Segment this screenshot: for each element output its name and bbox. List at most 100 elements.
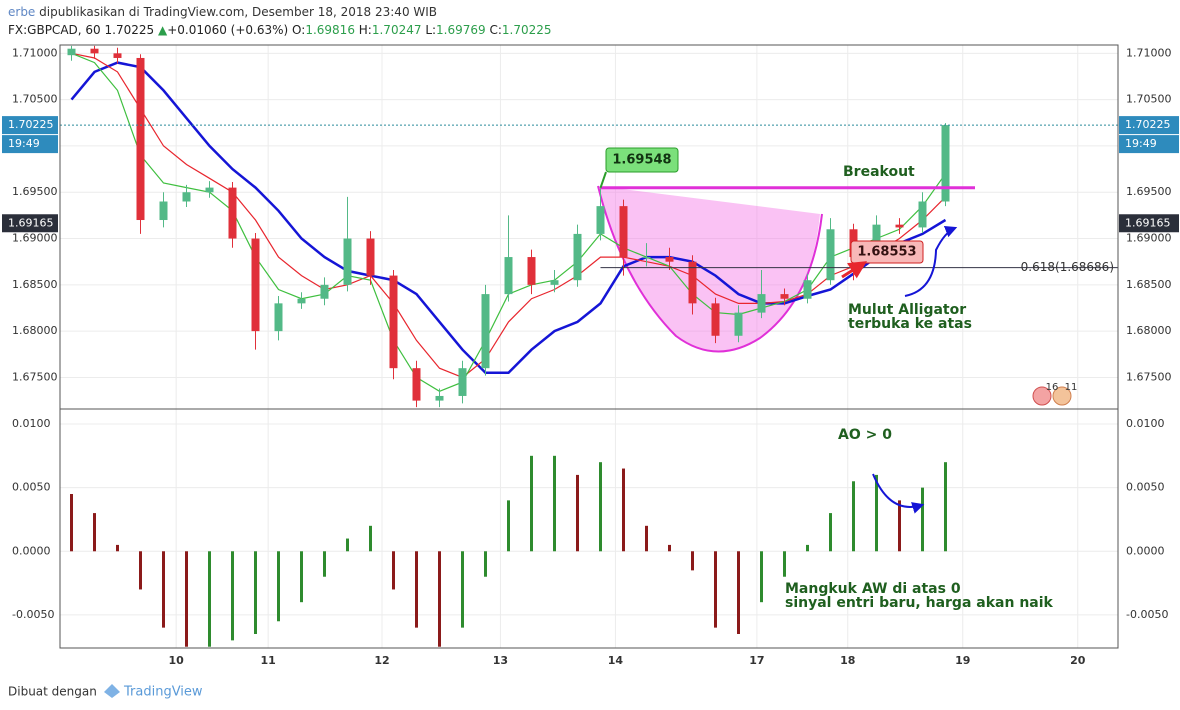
- ao-bar: [346, 538, 349, 552]
- alligator-note: terbuka ke atas: [848, 316, 972, 332]
- countdown-badge: [2, 135, 58, 154]
- x-tick-label: 11: [260, 654, 275, 667]
- candle-body: [228, 187, 237, 239]
- candle-body: [113, 53, 122, 58]
- ao-bar: [737, 551, 740, 634]
- y-tick-label: 1.69000: [12, 232, 58, 245]
- crosshair-badge: [2, 214, 58, 233]
- ohlc-line: FX:GBPCAD, 60 1.70225 ▲+0.01060 (+0.63%)…: [8, 23, 552, 37]
- candle-body: [642, 257, 651, 259]
- y-tick-label: 1.69500: [1126, 185, 1172, 198]
- x-tick-label: 17: [749, 654, 764, 667]
- last: 1.70225: [104, 23, 155, 37]
- ao-bar: [323, 551, 326, 577]
- high-marker-box: [605, 147, 679, 173]
- candle-body: [596, 206, 605, 234]
- author: erbe: [8, 5, 36, 19]
- ao-bar: [783, 551, 786, 577]
- ao-bar: [438, 551, 441, 647]
- low-marker-label: 1.68553: [857, 245, 916, 260]
- candle-body: [803, 280, 812, 299]
- y-tick-label: 0.0000: [1126, 544, 1165, 557]
- candle-body: [504, 257, 513, 295]
- ao-bar: [875, 474, 878, 552]
- ao-arrow: [872, 473, 925, 514]
- candle-body: [619, 206, 628, 258]
- ao-bar: [852, 481, 855, 552]
- y-tick-label: 0.0000: [12, 544, 51, 557]
- candle-body: [527, 257, 536, 285]
- ao-bar: [553, 455, 556, 552]
- x-tick-label: 20: [1070, 654, 1086, 667]
- c-label: C:: [489, 23, 502, 37]
- y-tick-label: 1.68500: [12, 278, 58, 291]
- candle-body: [159, 201, 168, 221]
- alligator-line: [71, 52, 946, 379]
- countdown-badge: [1119, 135, 1179, 154]
- ao-bar: [530, 455, 533, 552]
- y-tick-label: 0.0050: [12, 481, 51, 494]
- grid-layer: [60, 45, 1118, 648]
- candle-body: [941, 125, 950, 202]
- bowl-note: Mangkuk AW di atas 0: [785, 581, 961, 597]
- fib-label: 0.618(1.68686): [1021, 260, 1114, 274]
- ao-bar: [576, 474, 579, 552]
- y-tick-label: 1.69000: [1126, 232, 1172, 245]
- ao-bar: [714, 551, 717, 628]
- candle-body: [757, 294, 766, 313]
- ao-bar: [231, 551, 234, 641]
- brand[interactable]: TradingView: [123, 685, 203, 700]
- badge-icon[interactable]: [1052, 386, 1072, 406]
- x-tick-label: 12: [374, 654, 389, 667]
- alligator-arrow: [904, 226, 958, 297]
- y-tick-label: 1.71000: [12, 46, 58, 59]
- candle-body: [136, 57, 145, 221]
- footer-text: Dibuat dengan: [8, 685, 97, 699]
- countdown-label: 19:49: [8, 137, 40, 150]
- low-marker-box: [850, 240, 924, 264]
- bowl-note: sinyal entri baru, harga akan naik: [785, 595, 1054, 611]
- candle-body: [481, 294, 490, 369]
- y-tick-label: 1.68000: [12, 324, 58, 337]
- candle-body: [688, 261, 697, 304]
- ao-bar: [484, 551, 487, 577]
- badge-count[interactable]: 11: [1065, 382, 1078, 393]
- ao-note: AO > 0: [838, 427, 892, 443]
- y-tick-label: 1.68500: [1126, 278, 1172, 291]
- marks-layer: [60, 45, 1118, 647]
- badge-icon[interactable]: [1032, 386, 1052, 406]
- ao-bar: [898, 500, 901, 552]
- y-tick-label: 1.69500: [12, 185, 58, 198]
- x-tick-label: 10: [168, 654, 184, 667]
- ao-bar: [93, 513, 96, 552]
- candle-body: [711, 303, 720, 336]
- ao-bar: [139, 551, 142, 590]
- candle-body: [734, 312, 743, 336]
- y-tick-label: 0.0100: [1126, 417, 1165, 430]
- y-tick-label: 1.67500: [1126, 370, 1172, 383]
- ao-bar: [208, 551, 211, 647]
- cup-fill: [598, 186, 820, 352]
- red-arrow: [841, 261, 868, 279]
- y-tick-label: -0.0050: [12, 608, 54, 621]
- candle-body: [90, 48, 99, 54]
- badge-count[interactable]: 16: [1046, 382, 1059, 393]
- diag-line: [599, 171, 607, 189]
- up-arrow: ▲: [157, 23, 168, 37]
- ao-bar: [645, 525, 648, 552]
- ao-bar: [369, 525, 372, 552]
- candle-body: [573, 233, 582, 281]
- candle-body: [458, 368, 467, 396]
- high: 1.70247: [371, 23, 422, 37]
- candle-body: [389, 275, 398, 369]
- candle-body: [665, 257, 674, 262]
- publish-line: erbe dipublikasikan di TradingView.com, …: [8, 5, 437, 19]
- ao-bar: [622, 468, 625, 552]
- y-tick-label: 0.0100: [12, 417, 51, 430]
- y-tick-label: 1.68000: [1126, 324, 1172, 337]
- candle-body: [412, 368, 421, 401]
- countdown-label: 19:49: [1125, 137, 1157, 150]
- ao-bar: [162, 551, 165, 628]
- candle-body: [343, 238, 352, 285]
